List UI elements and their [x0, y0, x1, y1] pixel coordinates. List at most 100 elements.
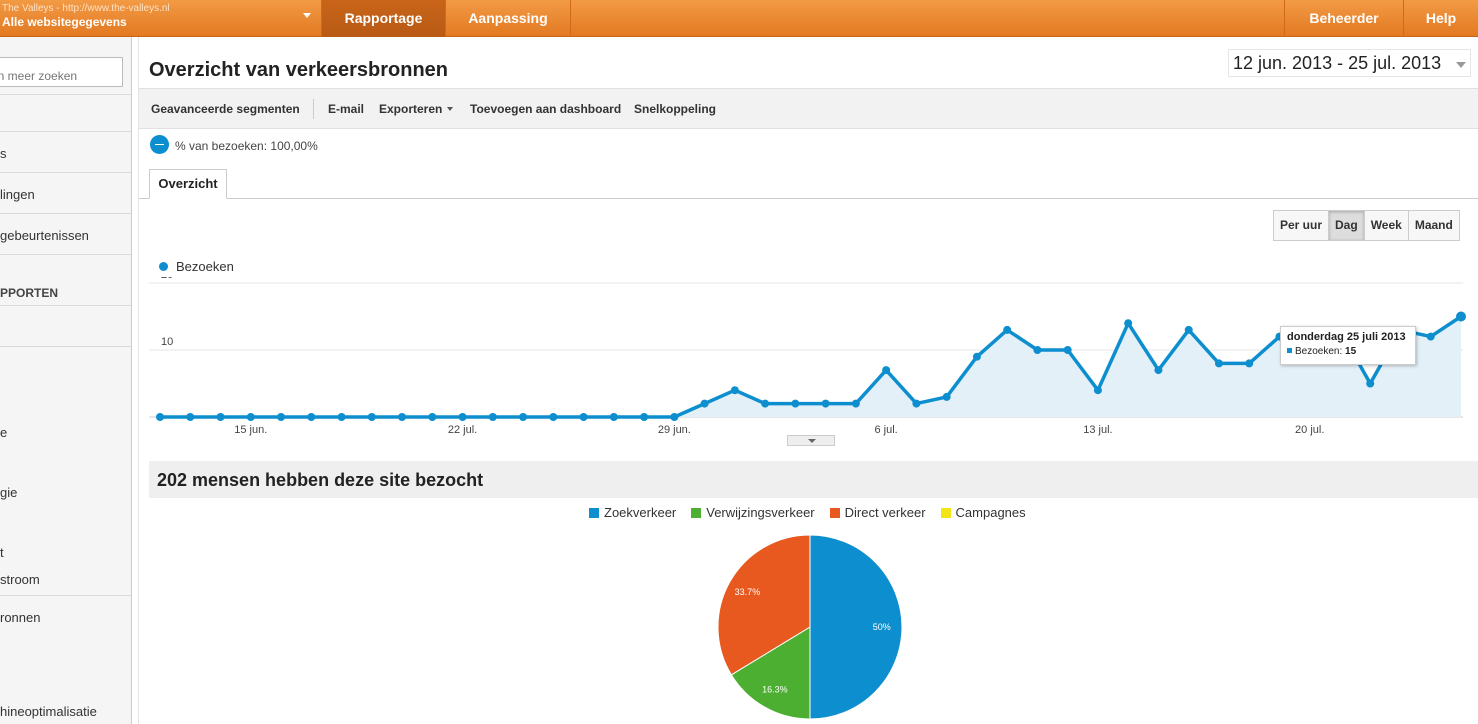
- pie-slice-referral: [730, 626, 811, 720]
- x-tick-label: 20 jul.: [1295, 424, 1324, 436]
- legend-label: Verwijzingsverkeer: [706, 505, 815, 520]
- pie-slice-label: 50%: [873, 622, 891, 632]
- data-point: [972, 352, 981, 361]
- chart-tooltip: donderdag 25 juli 2013 Bezoeken: 15: [1280, 326, 1416, 365]
- data-point: [730, 386, 739, 395]
- data-point: [277, 413, 286, 421]
- data-point: [1214, 359, 1223, 368]
- sidebar-divider: [0, 254, 131, 255]
- data-point: [186, 413, 195, 421]
- line-chart-legend: Bezoeken: [159, 259, 234, 274]
- segment-label: % van bezoeken: 100,00%: [175, 139, 318, 153]
- sidebar-divider: [0, 595, 131, 596]
- legend-square-icon: [691, 508, 702, 518]
- data-point: [367, 413, 376, 421]
- top-navigation-bar: The Valleys - http://www.the-valleys.nl …: [0, 0, 1478, 37]
- x-tick-label: 15 jun.: [234, 424, 267, 436]
- tooltip-date: donderdag 25 juli 2013: [1287, 331, 1406, 343]
- data-point: [549, 413, 558, 421]
- account-url: The Valleys - http://www.the-valleys.nl: [2, 3, 170, 14]
- sidebar-item[interactable]: gebeurtenissen: [0, 228, 89, 243]
- x-tick-label: 13 jul.: [1083, 424, 1112, 436]
- sidebar-item[interactable]: lingen: [0, 187, 35, 202]
- tooltip-value: 15: [1345, 346, 1357, 357]
- traffic-sources-pie-chart[interactable]: 50% 16.3% 33.7%: [714, 534, 910, 724]
- chevron-down-icon: [447, 107, 454, 111]
- data-point: [851, 399, 860, 408]
- tooltip-label: Bezoeken:: [1295, 346, 1343, 357]
- data-point: [1003, 325, 1012, 334]
- data-point: [1184, 325, 1193, 334]
- add-to-dashboard-button[interactable]: Toevoegen aan dashboard: [470, 102, 622, 116]
- granularity-switcher: Per uur Dag Week Maand: [1273, 210, 1460, 241]
- sidebar-item[interactable]: gie: [0, 485, 18, 500]
- data-point: [1154, 366, 1163, 375]
- chart-collapse-handle[interactable]: [787, 435, 835, 446]
- legend-item-referral: Verwijzingsverkeer: [691, 505, 815, 520]
- data-point: [337, 413, 346, 421]
- data-point: [1063, 346, 1072, 354]
- data-point: [1245, 359, 1254, 368]
- data-point: [156, 413, 164, 421]
- legend-label: Direct verkeer: [844, 505, 926, 520]
- chevron-down-icon: [1456, 62, 1466, 68]
- tab-aanpassing[interactable]: Aanpassing: [446, 0, 571, 37]
- sidebar-divider: [0, 213, 131, 214]
- data-point: [579, 413, 588, 421]
- sidebar-item-seo[interactable]: hineoptimalisatie: [0, 704, 97, 719]
- data-point: [912, 399, 921, 408]
- email-button[interactable]: E-mail: [328, 102, 365, 116]
- action-toolbar: Geavanceerde segmenten E-mail Exporteren…: [139, 88, 1478, 129]
- export-label: Exporteren: [379, 102, 443, 116]
- legend-square-icon: [829, 508, 840, 518]
- sidebar-search-input[interactable]: [0, 57, 123, 87]
- date-range-picker[interactable]: 12 jun. 2013 - 25 jul. 2013: [1228, 49, 1471, 77]
- pie-slice-label: 16.3%: [762, 685, 788, 695]
- data-point: [670, 413, 679, 421]
- week-button[interactable]: Week: [1364, 211, 1409, 240]
- sidebar-divider: [0, 305, 131, 306]
- data-point: [640, 413, 649, 421]
- sidebar-resize-handle[interactable]: [132, 37, 139, 724]
- legend-dot-icon: [159, 262, 168, 271]
- tab-rapportage[interactable]: Rapportage: [322, 0, 446, 37]
- sidebar-item-traffic-sources[interactable]: ronnen: [0, 610, 41, 625]
- month-button[interactable]: Maand: [1408, 211, 1459, 240]
- pie-chart-legend: Zoekverkeer Verwijzingsverkeer Direct ve…: [589, 505, 1041, 520]
- pie-slice-label: 33.7%: [735, 587, 761, 597]
- sidebar-item[interactable]: stroom: [0, 572, 40, 587]
- data-point: [307, 413, 316, 421]
- sidebar-item[interactable]: s: [0, 146, 7, 161]
- legend-item-direct: Direct verkeer: [829, 505, 926, 520]
- legend-item-campaigns: Campagnes: [940, 505, 1026, 520]
- legend-label: Bezoeken: [176, 259, 234, 274]
- visits-line-chart[interactable]: 10 20 15 jun. 22 jul. 29 jun. 6 jul. 13 jul. 20…: [139, 277, 1478, 437]
- sidebar-section-heading: PPORTEN: [0, 286, 59, 300]
- main-content: Overzicht van verkeersbronnen 12 jun. 20…: [139, 37, 1478, 724]
- data-point: [791, 399, 800, 408]
- sidebar-divider: [0, 131, 131, 132]
- data-point: [428, 413, 437, 421]
- help-link[interactable]: Help: [1425, 10, 1457, 26]
- advanced-segments-button[interactable]: Geavanceerde segmenten: [151, 102, 300, 116]
- per-hour-button[interactable]: Per uur: [1274, 211, 1330, 240]
- data-point: [398, 413, 407, 421]
- export-button[interactable]: Exporteren: [379, 102, 454, 116]
- data-point: [1366, 379, 1375, 388]
- y-tick-label: 10: [161, 336, 173, 348]
- beheerder-link[interactable]: Beheerder: [1284, 0, 1404, 37]
- sidebar-item[interactable]: e: [0, 425, 8, 440]
- tab-overview[interactable]: Overzicht: [149, 169, 227, 199]
- pie-slice-direct: [717, 534, 811, 676]
- legend-label: Campagnes: [955, 505, 1026, 520]
- shortcut-button[interactable]: Snelkoppeling: [634, 102, 717, 116]
- day-button[interactable]: Dag: [1329, 211, 1365, 240]
- data-point: [246, 413, 255, 421]
- legend-square-icon: [589, 508, 599, 518]
- segment-pie-icon[interactable]: [150, 135, 169, 154]
- sidebar-divider: [0, 172, 131, 173]
- sidebar-item[interactable]: t: [0, 545, 4, 560]
- date-range-label: 12 jun. 2013 - 25 jul. 2013: [1233, 53, 1442, 73]
- data-point: [700, 399, 709, 408]
- account-selector[interactable]: The Valleys - http://www.the-valleys.nl …: [0, 0, 322, 37]
